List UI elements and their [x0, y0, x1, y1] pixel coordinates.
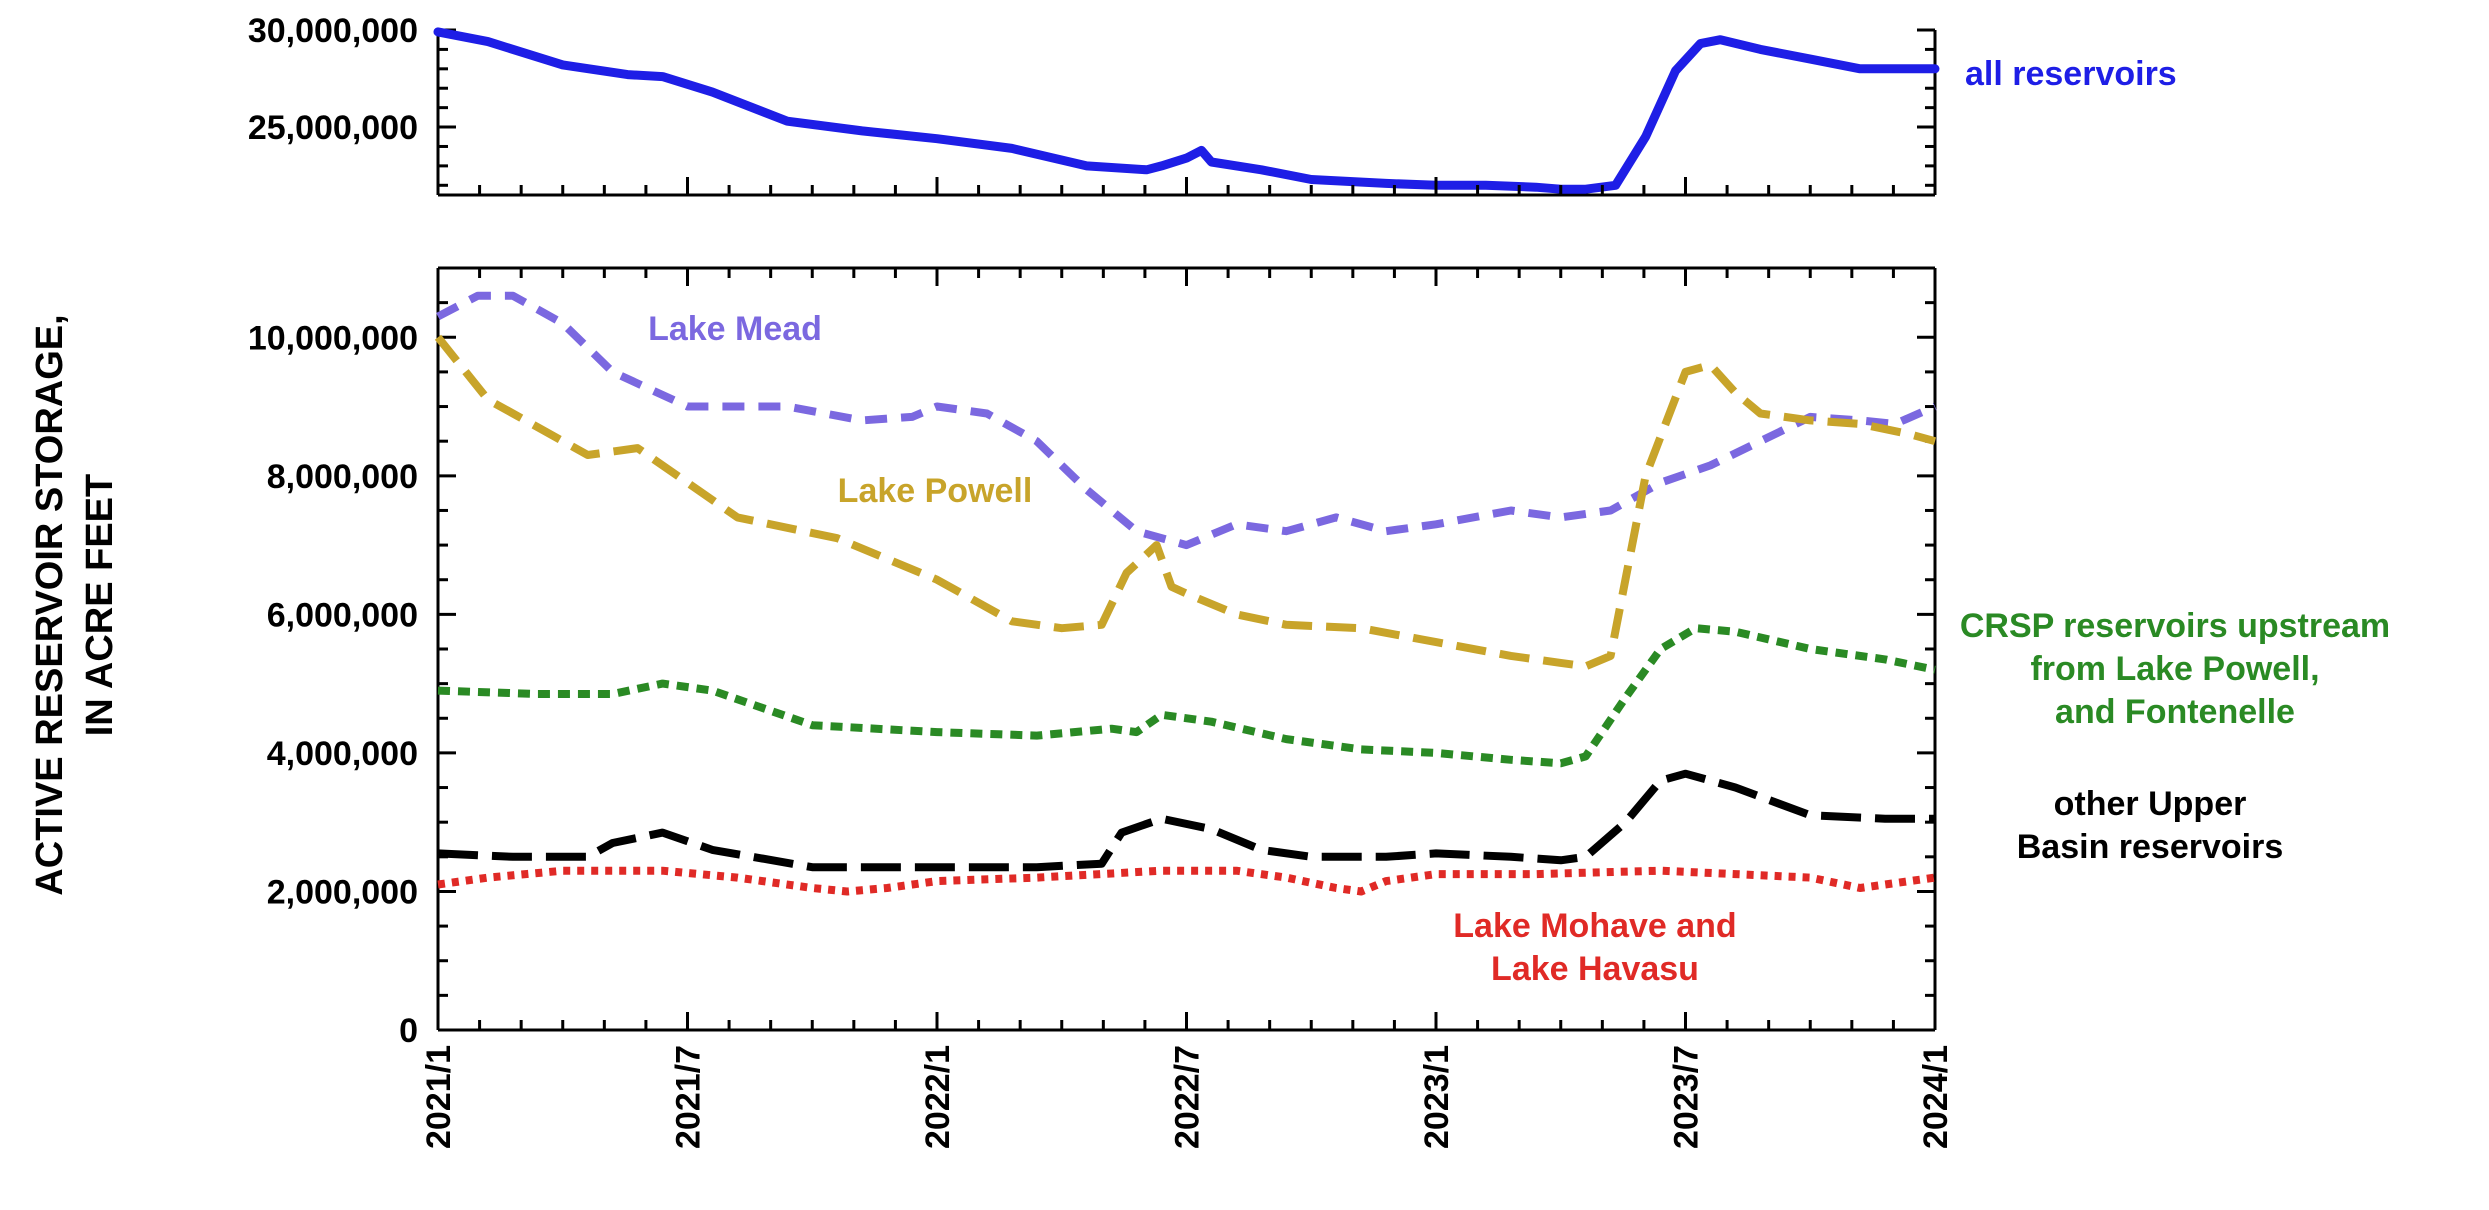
x-tick-label: 2021/7 — [670, 1045, 708, 1149]
series-line-lake-mead — [436, 291, 1937, 550]
x-tick-label: 2022/7 — [1169, 1045, 1207, 1149]
series-label-all-reservoirs-line-1: all reservoirs — [1965, 55, 2177, 93]
series-line-all-reservoirs — [433, 27, 1940, 194]
top-panel: 25,000,000 30,000,000 all reservoirs — [248, 12, 2177, 197]
top-y-tick-label: 25,000,000 — [248, 109, 418, 147]
series-label-lake-mohave-and-lake-havasu-line-1: Lake Mohave and — [1453, 907, 1736, 945]
y-axis-title-line-2: IN ACRE FEET — [79, 474, 121, 737]
bottom-y-tick-label: 8,000,000 — [267, 458, 418, 496]
x-tick-label: 2021/1 — [420, 1045, 458, 1149]
series-line-lake-powell — [434, 334, 1937, 671]
series-line-crsp-reservoirs-upstream-from-lake-powell-and-fontenelle — [437, 624, 1936, 768]
y-axis-title-line-1: ACTIVE RESERVOIR STORAGE, — [29, 314, 71, 895]
bottom-y-tick-label: 4,000,000 — [267, 735, 418, 773]
series-label-lake-powell-line-1: Lake Powell — [838, 472, 1033, 510]
x-tick-label: 2024/1 — [1917, 1045, 1955, 1149]
series-label-crsp-reservoirs-upstream-from-lake-powell-and-fontenelle-line-3: and Fontenelle — [2055, 693, 2295, 731]
bottom-panel: 0 2,000,000 4,000,000 6,000,000 8,000,000 10,… — [248, 266, 2390, 1050]
top-y-tick-label: 30,000,000 — [248, 12, 418, 50]
series-label-lake-mohave-and-lake-havasu-line-2: Lake Havasu — [1491, 950, 1699, 988]
x-tick-label: 2023/1 — [1418, 1045, 1456, 1149]
x-tick-label: 2023/7 — [1668, 1045, 1706, 1149]
bottom-y-tick-label: 6,000,000 — [267, 596, 418, 634]
series-label-other-upper-basin-reservoirs-line-1: other Upper — [2054, 785, 2247, 823]
series-label-lake-mead-line-1: Lake Mead — [648, 310, 822, 348]
bottom-y-tick-label: 10,000,000 — [248, 319, 418, 357]
series-label-other-upper-basin-reservoirs-line-2: Basin reservoirs — [2017, 828, 2284, 866]
x-axis: 2021/1 2021/7 2022/1 2022/7 2023/1 2023/7 2024… — [420, 1045, 1955, 1149]
bottom-y-tick-label: 0 — [399, 1012, 418, 1050]
x-tick-label: 2022/1 — [919, 1045, 957, 1149]
series-label-crsp-reservoirs-upstream-from-lake-powell-and-fontenelle-line-1: CRSP reservoirs upstream — [1960, 607, 2390, 645]
y-axis-title: ACTIVE RESERVOIR STORAGE, IN ACRE FEET — [29, 314, 121, 895]
series-line-other-upper-basin-reservoirs — [437, 769, 1935, 872]
series-line-lake-mohave-and-lake-havasu — [437, 866, 1936, 896]
bottom-y-tick-label: 2,000,000 — [267, 873, 418, 911]
series-label-crsp-reservoirs-upstream-from-lake-powell-and-fontenelle-line-2: from Lake Powell, — [2030, 650, 2319, 688]
